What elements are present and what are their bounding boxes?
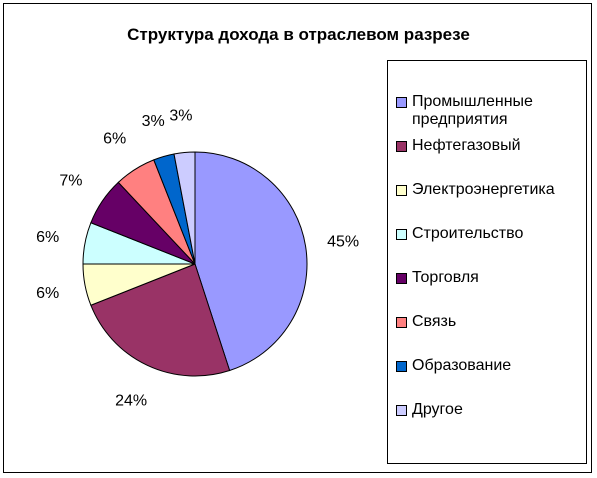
legend-label-6: Образование bbox=[412, 357, 512, 374]
legend-swatch-7 bbox=[396, 405, 407, 416]
legend: Промышленные предприятия Нефтегазовый Элек… bbox=[387, 60, 587, 464]
legend-swatch-3 bbox=[396, 229, 407, 240]
slice-label-5: 6% bbox=[103, 130, 126, 147]
legend-swatch-0 bbox=[396, 97, 407, 108]
pie-slice-7 bbox=[173, 151, 196, 265]
legend-swatch-6 bbox=[396, 361, 407, 372]
slice-label-1: 24% bbox=[115, 393, 147, 410]
slice-label-7: 3% bbox=[169, 108, 192, 125]
legend-entry-2: Электроэнергетика bbox=[396, 181, 582, 199]
legend-swatch-4 bbox=[396, 273, 407, 284]
legend-label-0: Промышленные предприятия bbox=[412, 93, 533, 128]
legend-label-2: Электроэнергетика bbox=[412, 181, 555, 198]
legend-label-7: Другое bbox=[412, 401, 463, 418]
slice-label-0: 45% bbox=[327, 234, 359, 251]
slice-label-4: 7% bbox=[59, 173, 82, 190]
legend-swatch-5 bbox=[396, 317, 407, 328]
slice-label-6: 3% bbox=[142, 113, 165, 130]
legend-entry-3: Строительство bbox=[396, 225, 582, 243]
legend-swatch-2 bbox=[396, 185, 407, 196]
legend-entry-5: Связь bbox=[396, 313, 582, 331]
legend-entry-4: Торговля bbox=[396, 269, 582, 287]
slice-label-3: 6% bbox=[36, 229, 59, 246]
legend-label-3: Строительство bbox=[412, 225, 524, 242]
legend-label-1: Нефтегазовый bbox=[412, 137, 521, 154]
legend-swatch-1 bbox=[396, 141, 407, 152]
pie-slice-0 bbox=[194, 151, 308, 372]
legend-label-5: Связь bbox=[412, 313, 457, 330]
chart-title: Структура дохода в отраслевом разрезе bbox=[127, 25, 470, 44]
slice-label-2: 6% bbox=[36, 285, 59, 302]
legend-entry-0: Промышленные предприятия bbox=[396, 93, 582, 129]
legend-entry-1: Нефтегазовый bbox=[396, 137, 582, 155]
legend-label-4: Торговля bbox=[412, 269, 479, 286]
legend-entry-6: Образование bbox=[396, 357, 582, 375]
legend-entry-7: Другое bbox=[396, 401, 582, 419]
